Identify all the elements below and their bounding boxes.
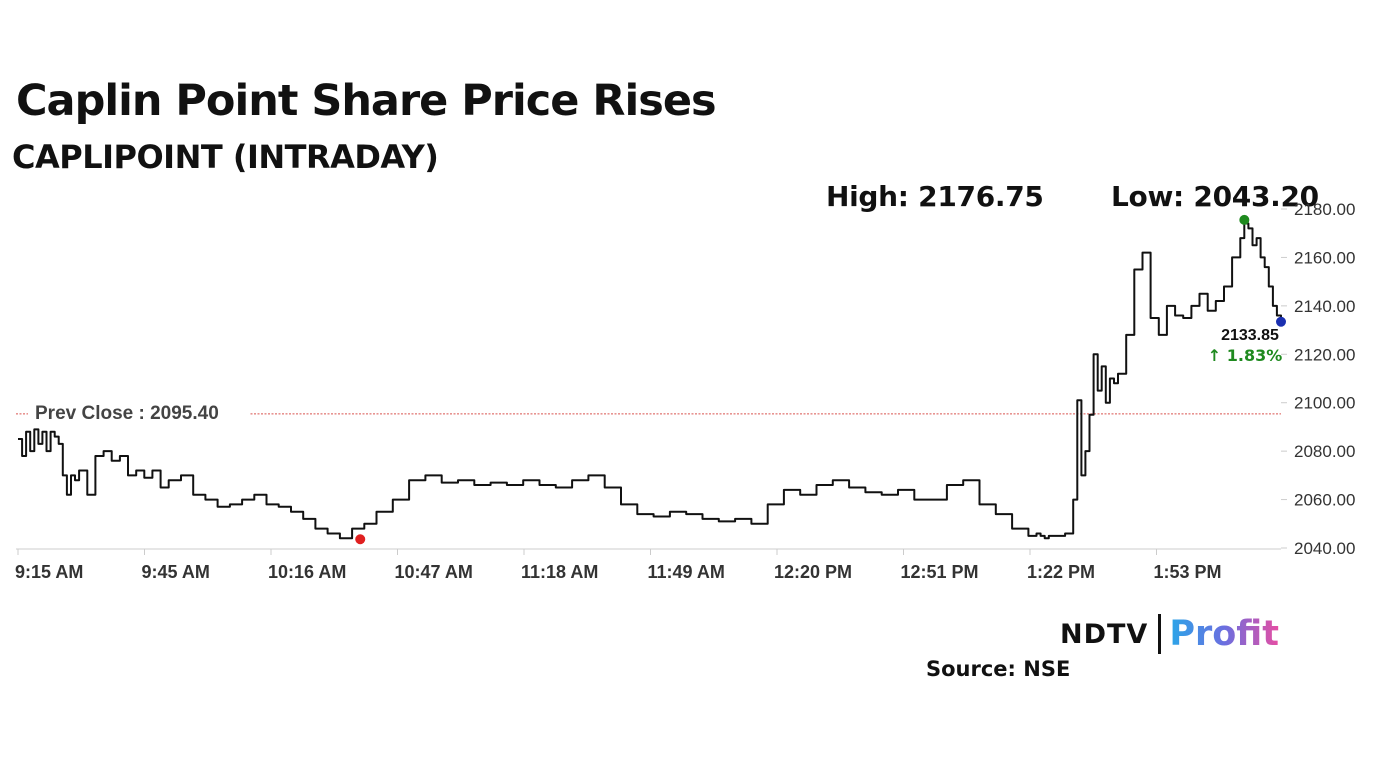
high-marker bbox=[1239, 214, 1250, 225]
last-price-label: 2133.85 bbox=[1221, 327, 1279, 344]
change-percent-label: ↑ 1.83% bbox=[1208, 346, 1282, 365]
chart-subtitle: CAPLIPOINT (INTRADAY) bbox=[12, 138, 439, 176]
y-tick-label: 2100.00 bbox=[1294, 394, 1355, 413]
y-tick-label: 2120.00 bbox=[1294, 345, 1355, 364]
high-value-label: High: 2176.75 bbox=[826, 180, 1044, 213]
y-tick-label: 2040.00 bbox=[1294, 539, 1355, 558]
y-tick-label: 2160.00 bbox=[1294, 248, 1355, 267]
chart-title: Caplin Point Share Price Rises bbox=[16, 76, 717, 126]
x-tick-label: 10:16 AM bbox=[268, 562, 346, 582]
x-tick-label: 10:47 AM bbox=[395, 562, 473, 582]
x-tick-label: 9:45 AM bbox=[142, 562, 210, 582]
low-marker bbox=[355, 534, 366, 545]
y-tick-label: 2060.00 bbox=[1294, 491, 1355, 510]
x-tick-label: 1:53 PM bbox=[1154, 562, 1222, 582]
logo-ndtv-text: NDTV bbox=[1060, 618, 1149, 650]
prev-close-label-bg bbox=[28, 401, 250, 420]
source-note: Source: NSE bbox=[926, 657, 1071, 681]
logo-profit-text: Profit bbox=[1169, 614, 1279, 654]
y-tick-label: 2140.00 bbox=[1294, 297, 1355, 316]
x-tick-label: 12:20 PM bbox=[774, 562, 852, 582]
x-tick-label: 11:18 AM bbox=[521, 562, 598, 582]
logo-divider bbox=[1158, 614, 1162, 654]
y-tick-label: 2180.00 bbox=[1294, 200, 1355, 219]
y-tick-label: 2080.00 bbox=[1294, 442, 1355, 461]
x-tick-label: 12:51 PM bbox=[901, 562, 979, 582]
prev-close-label: Prev Close : 2095.40 bbox=[35, 403, 219, 424]
x-tick-label: 11:49 AM bbox=[648, 562, 725, 582]
x-tick-label: 1:22 PM bbox=[1027, 562, 1095, 582]
last-price-marker bbox=[1276, 316, 1286, 327]
price-line bbox=[18, 222, 1282, 540]
ndtv-profit-logo: NDTV Profit bbox=[1060, 612, 1279, 656]
x-tick-label: 9:15 AM bbox=[15, 562, 83, 582]
low-value-label: Low: 2043.20 bbox=[1111, 180, 1319, 213]
